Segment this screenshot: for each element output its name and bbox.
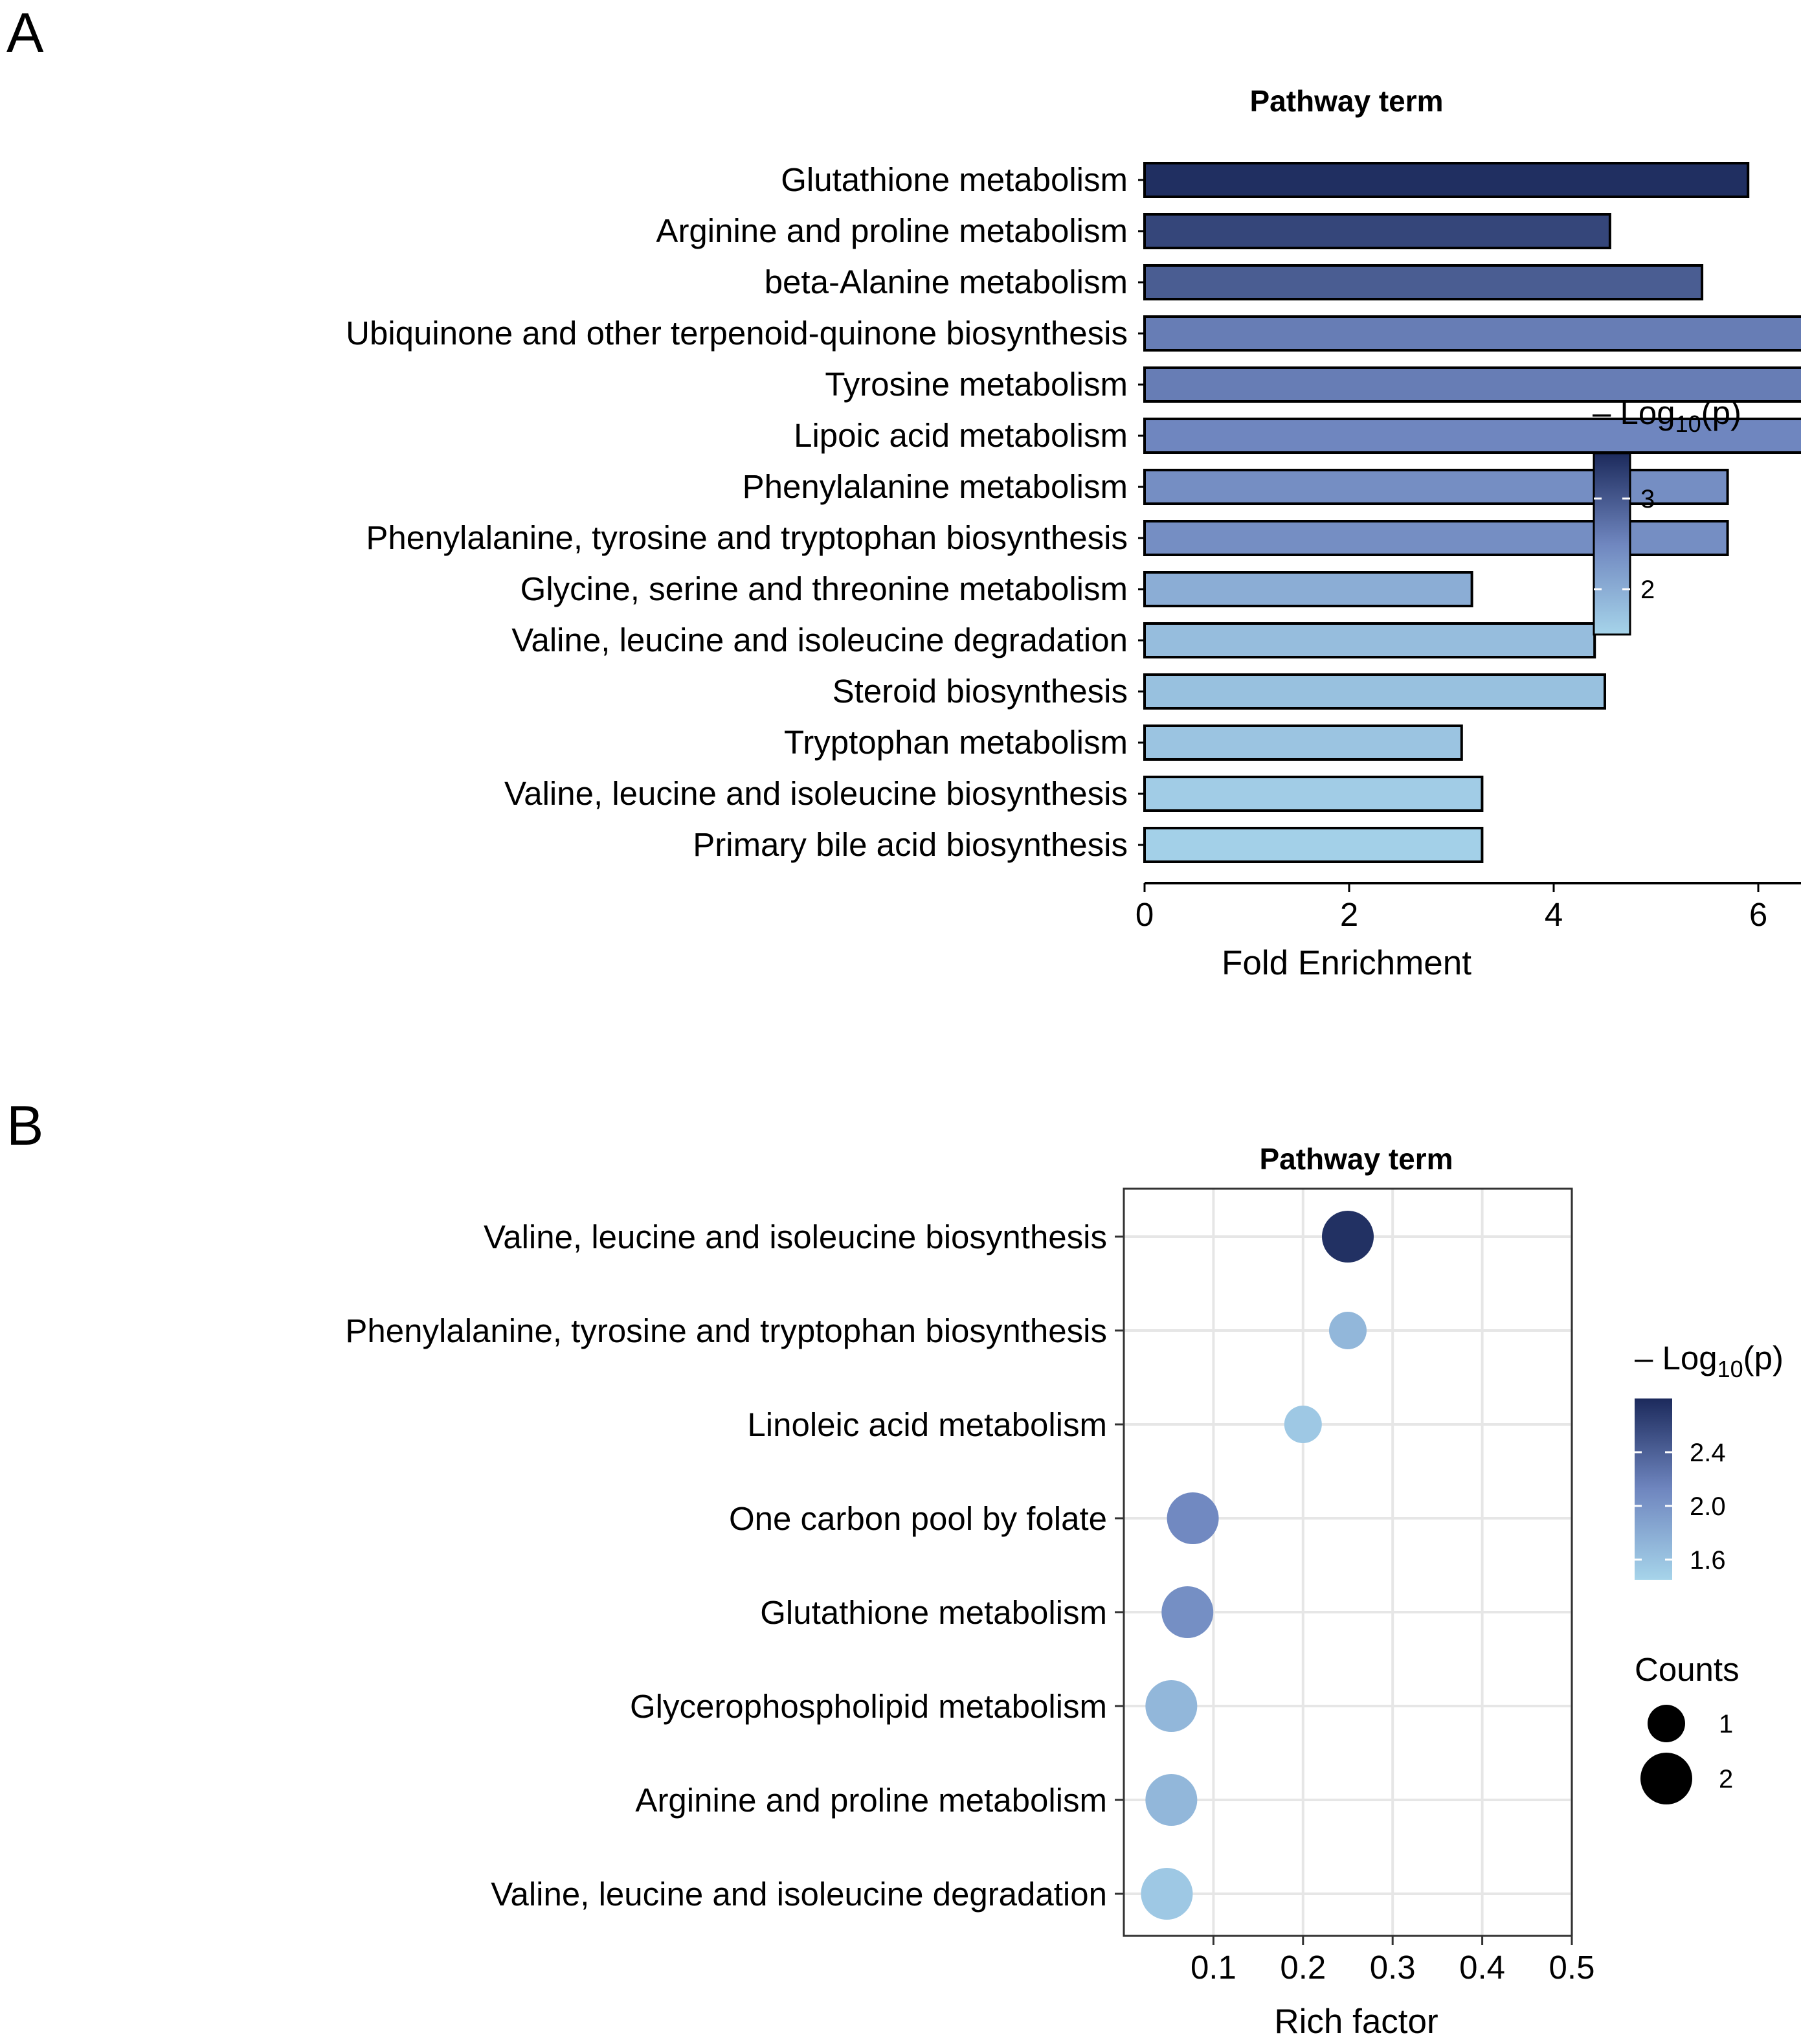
- chart-a-bar: [1143, 264, 1704, 300]
- chart-a-category-label: Arginine and proline metabolism: [656, 212, 1128, 249]
- chart-b-color-legend: – Log10(p) 2.4 2.0 1.6: [1635, 1340, 1784, 1580]
- chart-a-legend-tick-label: 3: [1640, 485, 1655, 513]
- chart-b-legend-tick-label: 2.4: [1690, 1439, 1726, 1467]
- chart-a-category-label: Tryptophan metabolism: [784, 724, 1128, 761]
- chart-b-x-tick-label: 0.1: [1191, 1949, 1236, 1986]
- panel-a: A Pathway term Glutathione metabolism Arg…: [6, 2, 1801, 982]
- chart-b-point: [1167, 1492, 1219, 1544]
- chart-a-category-label: Ubiquinone and other terpenoid-quinone b…: [346, 315, 1128, 352]
- chart-b-legend-title: – Log10(p): [1635, 1340, 1784, 1382]
- chart-a-x-tick-label: 0: [1135, 896, 1154, 933]
- chart-a-legend-title-prefix: – Log: [1593, 394, 1675, 431]
- chart-a-legend-tick-label: 2: [1640, 576, 1655, 604]
- chart-b-colorbar: [1635, 1398, 1672, 1580]
- chart-b-x-tick-label: 0.5: [1549, 1949, 1595, 1986]
- panel-b: B Pathway term Valine, leucine and isole…: [6, 1095, 1784, 2041]
- chart-a-bar: [1143, 162, 1750, 198]
- chart-a-bar: [1143, 315, 1801, 352]
- chart-b-title: Pathway term: [1259, 1142, 1453, 1176]
- chart-a-legend-title-sub: 10: [1675, 410, 1701, 437]
- chart-a-bar: [1143, 366, 1801, 403]
- chart-b-category-label: Phenylalanine, tyrosine and tryptophan b…: [345, 1312, 1107, 1349]
- chart-b-legend-tick-label: 2.0: [1690, 1492, 1726, 1521]
- chart-b-point: [1322, 1211, 1374, 1263]
- chart-a-x-tick-label: 2: [1340, 896, 1358, 933]
- chart-b-point: [1161, 1586, 1214, 1638]
- chart-a-colorbar: [1593, 452, 1631, 636]
- chart-a-category-label: Tyrosine metabolism: [825, 366, 1128, 403]
- chart-b-category-label: Valine, leucine and isoleucine biosynthe…: [484, 1219, 1107, 1255]
- chart-a-bar: [1143, 827, 1484, 863]
- chart-a-category-label: Steroid biosynthesis: [833, 673, 1128, 710]
- chart-a-x-axis-title: Fold Enrichment: [1222, 944, 1471, 982]
- chart-b-point: [1329, 1312, 1367, 1349]
- chart-a-plot: Glutathione metabolism Arginine and proli…: [346, 161, 1801, 933]
- chart-b-category-label: Arginine and proline metabolism: [635, 1782, 1107, 1819]
- chart-b-x-tick-label: 0.3: [1370, 1949, 1416, 1986]
- chart-a-x-tick-label: 4: [1545, 896, 1563, 933]
- chart-a-bar: [1143, 622, 1596, 658]
- chart-a-legend-title: – Log10(p): [1593, 394, 1741, 437]
- chart-a-bar: [1143, 213, 1611, 249]
- chart-b-legend-tick-label: 1.6: [1690, 1546, 1726, 1575]
- chart-a-x-tick-label: 6: [1749, 896, 1767, 933]
- chart-a-category-label: Valine, leucine and isoleucine biosynthe…: [504, 775, 1128, 812]
- chart-b-point: [1145, 1680, 1198, 1732]
- chart-a-color-legend: – Log10(p) 32: [1593, 394, 1741, 636]
- chart-b-x-tick-label: 0.2: [1280, 1949, 1326, 1986]
- chart-b-legend-ticks: 2.4 2.0 1.6: [1635, 1439, 1726, 1575]
- chart-b-legend-title-prefix: – Log: [1635, 1340, 1717, 1376]
- chart-a-legend-ticks: 32: [1594, 485, 1655, 604]
- chart-b-legend-title-sub: 10: [1717, 1356, 1743, 1382]
- chart-a-category-label: Valine, leucine and isoleucine degradati…: [511, 622, 1128, 658]
- chart-b-category-label: Glutathione metabolism: [760, 1594, 1107, 1631]
- chart-b-x-tick-label: 0.4: [1459, 1949, 1505, 1986]
- chart-a-category-label: Glutathione metabolism: [781, 161, 1128, 198]
- chart-a-category-label: Primary bile acid biosynthesis: [693, 826, 1128, 863]
- chart-a-category-label: Phenylalanine metabolism: [743, 468, 1128, 505]
- chart-b-category-label: One carbon pool by folate: [729, 1500, 1107, 1537]
- chart-a-bar: [1143, 520, 1729, 556]
- chart-a-bar: [1143, 571, 1473, 607]
- chart-b-category-label: Glycerophospholipid metabolism: [630, 1688, 1107, 1725]
- chart-b-size-legend: Counts 1 2: [1635, 1651, 1739, 1804]
- chart-b-legend-title-suffix: (p): [1743, 1340, 1784, 1376]
- chart-a-category-label: beta-Alanine metabolism: [765, 264, 1128, 300]
- chart-a-title: Pathway term: [1249, 84, 1443, 118]
- chart-a-category-label: Glycine, serine and threonine metabolism: [520, 570, 1128, 607]
- chart-b-point: [1284, 1406, 1322, 1443]
- chart-b-plot: Valine, leucine and isoleucine biosynthe…: [345, 1187, 1595, 1986]
- chart-b-point: [1141, 1868, 1193, 1920]
- chart-a-bar: [1143, 673, 1606, 710]
- chart-a-bar: [1143, 418, 1801, 454]
- chart-b-size-legend-label-1: 1: [1719, 1710, 1733, 1738]
- chart-b-size-legend-label-2: 2: [1719, 1765, 1733, 1793]
- chart-a-legend-title-suffix: (p): [1701, 394, 1741, 431]
- chart-a-category-label: Lipoic acid metabolism: [794, 417, 1128, 454]
- chart-a-bar: [1143, 724, 1463, 761]
- chart-b-size-legend-title: Counts: [1635, 1651, 1739, 1688]
- chart-b-x-axis-title: Rich factor: [1274, 2003, 1438, 2041]
- chart-a-category-label: Phenylalanine, tyrosine and tryptophan b…: [366, 519, 1128, 556]
- chart-b-point: [1145, 1774, 1198, 1826]
- chart-b-size-legend-dot-1: [1648, 1705, 1685, 1742]
- panel-b-letter: B: [6, 1095, 43, 1157]
- chart-b-category-label: Linoleic acid metabolism: [747, 1406, 1107, 1443]
- panel-a-letter: A: [6, 2, 44, 64]
- chart-a-bar: [1143, 776, 1484, 812]
- chart-b-category-label: Valine, leucine and isoleucine degradati…: [491, 1876, 1107, 1913]
- chart-b-size-legend-dot-2: [1640, 1753, 1692, 1804]
- chart-b-panel-border: [1123, 1187, 1573, 1937]
